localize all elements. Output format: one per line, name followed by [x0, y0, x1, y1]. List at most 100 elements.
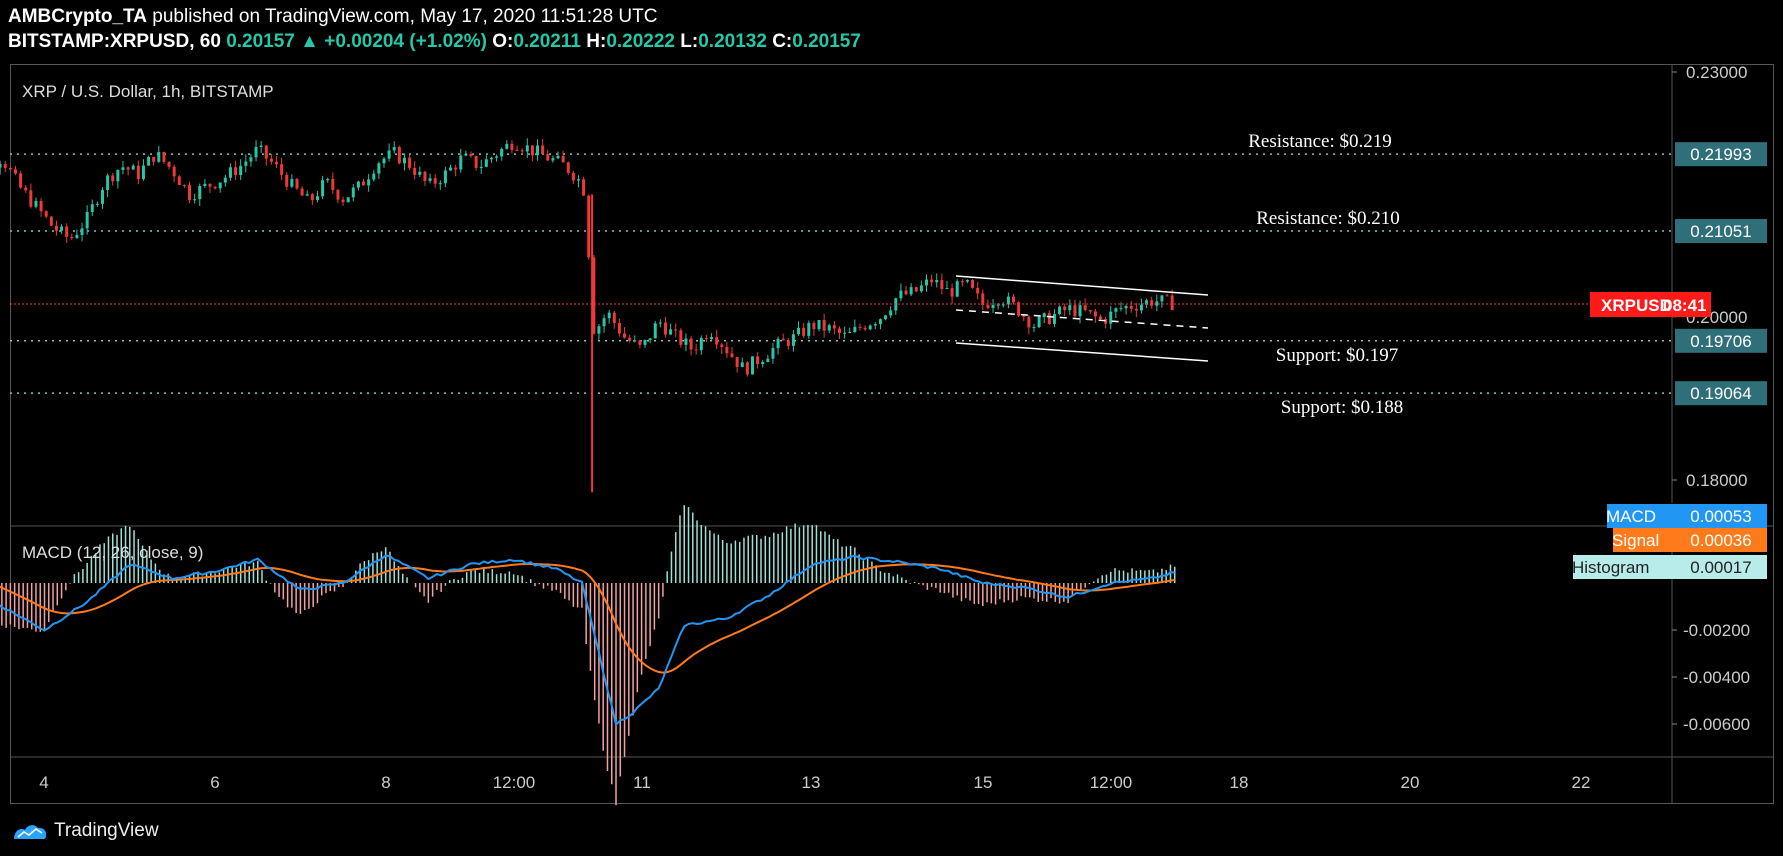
published-text: published on TradingView.com, May 17, 20… [152, 6, 658, 27]
candle-body [663, 322, 667, 335]
footer-brand[interactable]: TradingView [54, 820, 159, 841]
candle-body [49, 216, 53, 226]
channel-mid-line[interactable] [955, 309, 1209, 329]
author-name[interactable]: AMBCrypto_TA [8, 6, 147, 27]
candle-body [950, 288, 954, 297]
macd-pane-title: MACD (12, 26, close, 9) [22, 543, 203, 562]
candle-body [377, 163, 381, 174]
candle-body [510, 143, 514, 150]
footer: TradingView [12, 816, 159, 846]
candle-body [633, 340, 637, 342]
candle-body [300, 188, 304, 196]
candle-body [177, 176, 181, 186]
candle-body [520, 150, 524, 152]
candle-body [1022, 315, 1026, 317]
candle-body [971, 280, 975, 288]
level-annotation[interactable]: Resistance: $0.219 [1248, 131, 1392, 152]
candle-body [955, 281, 959, 297]
candle-body [868, 325, 872, 330]
time-tick-label: 18 [1230, 773, 1249, 792]
candle-body [464, 153, 468, 156]
level-annotation[interactable]: Resistance: $0.210 [1256, 208, 1400, 229]
channel-drawing[interactable] [955, 275, 1209, 362]
macd-axis[interactable]: -0.00200 -0.00400 -0.00600 [1672, 621, 1750, 734]
candle-body [699, 337, 703, 351]
candle-body [674, 329, 678, 331]
candle-body [54, 225, 58, 231]
price-axis[interactable]: 0.219930.210510.197060.190640.230000.200… [1590, 63, 1767, 490]
macd-line [0, 554, 1175, 727]
macd-signal-line [0, 562, 1175, 674]
macd-tag-name: Histogram [1572, 558, 1649, 577]
candle-body [141, 165, 145, 180]
level-annotations: Resistance: $0.219 Resistance: $0.210 Supp… [1248, 131, 1403, 418]
candle-body [500, 148, 504, 157]
candle-body [356, 181, 360, 188]
symbol-line: BITSTAMP:XRPUSD, 60 [8, 31, 221, 52]
candle-body [474, 156, 478, 168]
candle-body [234, 167, 238, 176]
macd-tag-value: 0.00053 [1690, 507, 1751, 526]
candle-body [1139, 304, 1143, 311]
candle-body [853, 326, 857, 333]
channel-lower-line[interactable] [955, 342, 1209, 362]
candle-body [295, 179, 299, 189]
candle-body [305, 194, 309, 196]
candle-body [940, 280, 944, 289]
candle-body [111, 175, 115, 182]
candle-body [326, 178, 330, 181]
candle-body [899, 290, 903, 299]
candle-body [791, 334, 795, 346]
macd-tag-bg [1607, 504, 1767, 528]
candle-body [1078, 305, 1082, 317]
candle-body [116, 169, 120, 182]
candle-body [653, 323, 657, 339]
level-annotation[interactable]: Support: $0.188 [1281, 397, 1403, 418]
candle-body [648, 338, 652, 340]
candle-body [889, 310, 893, 316]
candle-body [275, 161, 279, 165]
candle-body [1104, 319, 1108, 324]
candle-body [372, 173, 376, 180]
macd-tick-label: -0.00600 [1683, 715, 1750, 734]
candle-body [1027, 316, 1031, 328]
candle-body [556, 155, 560, 159]
candle-body [996, 304, 1000, 306]
candle-body [919, 285, 923, 292]
tradingview-logo-icon[interactable] [12, 821, 48, 841]
candle-body [1119, 308, 1123, 310]
candle-body [679, 330, 683, 345]
candle-body [413, 167, 417, 175]
candle-body [597, 326, 601, 334]
level-annotation[interactable]: Support: $0.197 [1276, 345, 1398, 366]
current-price-symbol: XRPUSD [1601, 296, 1672, 315]
candle-body [1129, 306, 1133, 309]
candle-body [1150, 300, 1154, 306]
change-arrow-icon: ▲ [300, 31, 319, 52]
candle-body [530, 145, 534, 156]
candle-body [387, 150, 391, 159]
candle-body [761, 361, 765, 365]
candle-body [24, 187, 28, 191]
candle-body [551, 158, 555, 161]
symbol-info: BITSTAMP:XRPUSD, 60 0.20157 ▲ +0.00204 (… [8, 31, 861, 53]
channel-upper-line[interactable] [955, 275, 1209, 296]
time-tick-label: 12:00 [1090, 773, 1133, 792]
time-tick-label: 22 [1572, 773, 1591, 792]
close-label: C: [772, 31, 793, 52]
candle-body [1088, 310, 1092, 312]
candle-body [469, 153, 473, 157]
candle-body [756, 356, 760, 365]
candle-body [336, 189, 340, 200]
candle-body [643, 339, 647, 345]
low-value: 0.20132 [698, 31, 767, 52]
candle-body [797, 327, 801, 335]
candle-body [914, 287, 918, 292]
candle-body [571, 172, 575, 181]
candle-body [822, 319, 826, 331]
time-axis[interactable]: 4 6 8 12:00 11 13 15 12:00 18 20 22 [39, 773, 1590, 792]
macd-tag-bg [1573, 555, 1767, 579]
candle-body [70, 236, 74, 238]
candle-body [930, 279, 934, 283]
